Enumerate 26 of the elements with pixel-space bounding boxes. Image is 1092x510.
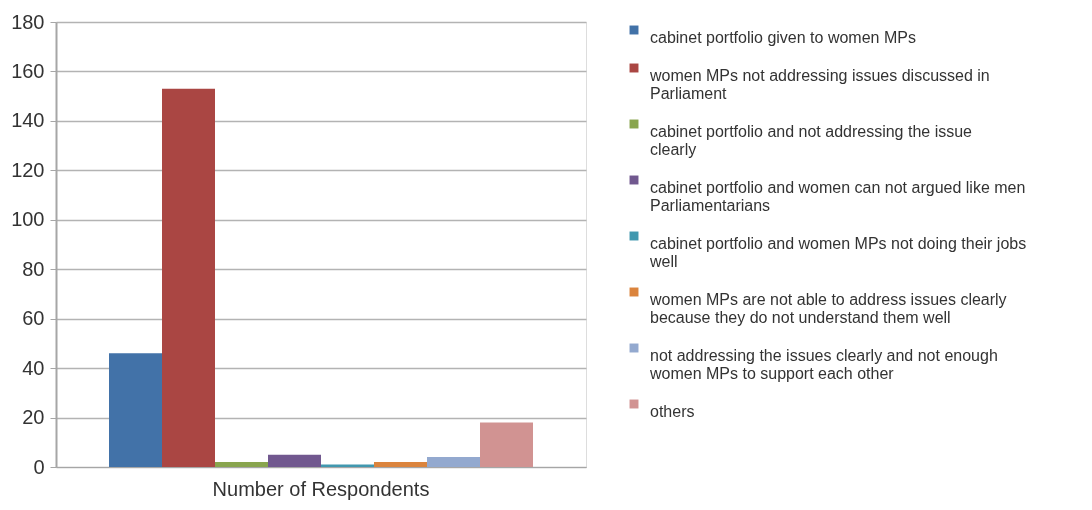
legend-label: cabinet portfolio and not addressing the issue clearly [650,123,973,158]
bar [109,353,162,467]
x-tick-label: Number of Respondents [212,477,430,500]
y-tick-label: 120 [11,158,45,181]
bar [215,462,268,467]
legend-label: cabinet portfolio and women MPs not doing their jobs well [649,235,1027,270]
legend-label: women MPs are not able to address issues clearly because they do not understand them well [649,291,1007,326]
y-tick-label: 0 [33,455,45,478]
legend-label: cabinet portfolio and women can not argued like men Parliamentarians [650,179,1026,214]
legend-label: cabinet portfolio given to women MPs [650,29,916,46]
y-tick-label: 180 [11,10,45,33]
y-tick-label: 20 [22,406,45,429]
bar [162,88,215,467]
bar [374,462,427,467]
y-tick-label: 160 [11,59,45,82]
y-tick-label: 40 [22,356,45,379]
y-tick-label: 100 [11,208,45,231]
legend-label: others [650,403,695,420]
bar [427,457,480,467]
y-tick-label: 140 [11,109,45,132]
legend-label: not addressing the issues clearly and not enough women MPs to support each other [649,347,998,382]
y-tick-label: 60 [22,307,45,330]
bar [268,454,321,467]
bar [480,422,533,467]
legend-label: women MPs not addressing issues discussed in Parliament [649,67,990,102]
y-tick-label: 80 [22,257,45,280]
